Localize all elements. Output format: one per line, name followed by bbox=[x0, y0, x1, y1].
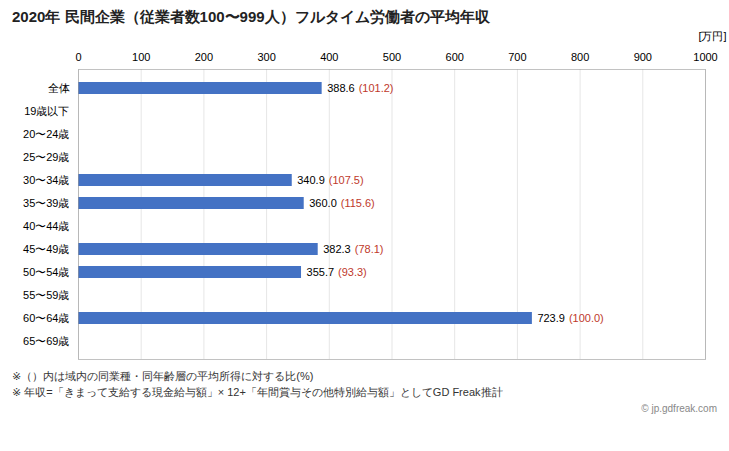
svg-text:382.3: 382.3 bbox=[323, 243, 351, 255]
svg-text:500: 500 bbox=[383, 51, 401, 63]
svg-text:19歳以下: 19歳以下 bbox=[24, 105, 69, 117]
svg-text:25〜29歳: 25〜29歳 bbox=[23, 151, 69, 163]
svg-text:20〜24歳: 20〜24歳 bbox=[23, 128, 69, 140]
svg-text:1000: 1000 bbox=[693, 51, 717, 63]
svg-text:(93.3): (93.3) bbox=[338, 266, 367, 278]
svg-text:300: 300 bbox=[257, 51, 275, 63]
svg-text:(107.5): (107.5) bbox=[329, 174, 364, 186]
svg-text:40〜44歳: 40〜44歳 bbox=[23, 220, 69, 232]
svg-text:355.7: 355.7 bbox=[307, 266, 335, 278]
svg-text:600: 600 bbox=[446, 51, 464, 63]
html-text:2020年 民間企業（従業者数100〜999人）フルタイム労: 2020年 民間企業（従業者数100〜999人）フルタイム労働者の平均年収 bbox=[12, 8, 490, 25]
svg-text:388.6: 388.6 bbox=[327, 82, 355, 94]
svg-text:30〜34歳: 30〜34歳 bbox=[23, 174, 69, 186]
svg-text:(78.1): (78.1) bbox=[355, 243, 384, 255]
svg-text:(101.2): (101.2) bbox=[359, 82, 394, 94]
svg-text:360.0: 360.0 bbox=[309, 197, 337, 209]
html-text:© jp.gdfreak.com: © jp.gdfreak.com bbox=[641, 402, 717, 414]
svg-text:(100.0): (100.0) bbox=[569, 312, 604, 324]
svg-text:900: 900 bbox=[634, 51, 652, 63]
svg-text:45〜49歳: 45〜49歳 bbox=[23, 243, 69, 255]
svg-text:723.9: 723.9 bbox=[537, 312, 565, 324]
svg-text:55〜59歳: 55〜59歳 bbox=[23, 289, 69, 301]
svg-text:35〜39歳: 35〜39歳 bbox=[23, 197, 69, 209]
svg-text:340.9: 340.9 bbox=[297, 174, 325, 186]
svg-text:65〜69歳: 65〜69歳 bbox=[23, 335, 69, 347]
svg-text:全体: 全体 bbox=[48, 82, 70, 94]
svg-text:700: 700 bbox=[508, 51, 526, 63]
html-text:※ 年収=「きまって支給する現金給与額」× 12+「年間賞与: ※ 年収=「きまって支給する現金給与額」× 12+「年間賞与その他特別給与額」と… bbox=[12, 385, 503, 398]
svg-text:[万円]: [万円] bbox=[698, 30, 726, 42]
svg-text:50〜54歳: 50〜54歳 bbox=[23, 266, 69, 278]
svg-text:100: 100 bbox=[132, 51, 150, 63]
svg-text:400: 400 bbox=[320, 51, 338, 63]
svg-text:60〜64歳: 60〜64歳 bbox=[23, 312, 69, 324]
svg-text:0: 0 bbox=[75, 51, 81, 63]
html-text:※（）内は域内の同業種・同年齢層の平均所得に対する比(%): ※（）内は域内の同業種・同年齢層の平均所得に対する比(%) bbox=[12, 370, 314, 382]
svg-text:200: 200 bbox=[195, 51, 213, 63]
svg-text:(115.6): (115.6) bbox=[341, 197, 375, 209]
svg-text:800: 800 bbox=[571, 51, 589, 63]
